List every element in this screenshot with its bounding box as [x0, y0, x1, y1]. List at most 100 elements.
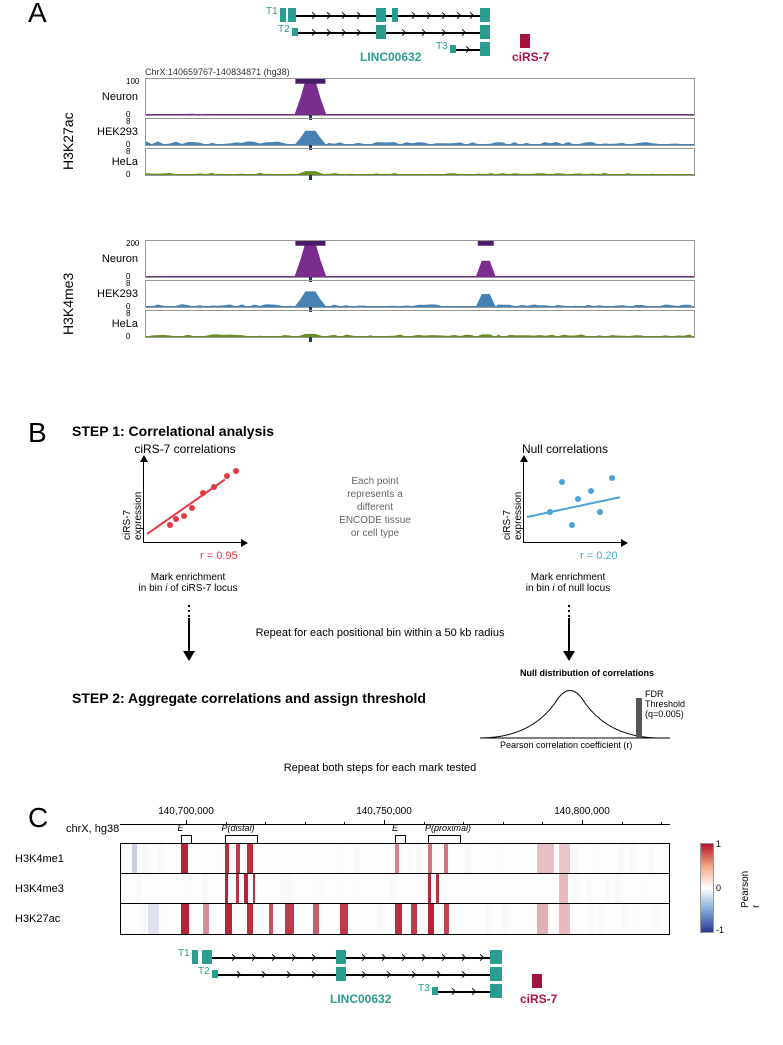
- h3k27ac-label: H3K27ac: [60, 112, 76, 170]
- r-left: r = 0.95: [200, 550, 238, 562]
- heat-cell: [253, 874, 256, 903]
- row-label-h3k4me3: H3K4me3: [15, 883, 64, 895]
- heat-cell: [559, 874, 567, 903]
- axis-tick-label: 140,750,000: [356, 806, 412, 817]
- coord-text: ChrX:140659767-140834871 (hg38): [145, 67, 290, 77]
- t1-label: T1: [266, 6, 278, 17]
- track-row: HeLa08: [145, 148, 695, 176]
- track-row-label: Neuron: [78, 91, 138, 103]
- exon: [480, 42, 490, 56]
- exon: [376, 25, 386, 39]
- axis-tick-label: 140,700,000: [158, 806, 214, 817]
- scatter-point: [233, 468, 239, 474]
- flow-arrow: [568, 618, 570, 653]
- heat-cell: [244, 874, 247, 903]
- track-row-label: HeLa: [78, 318, 138, 330]
- heat-cell: [559, 844, 570, 873]
- track-row-label: HEK293: [78, 126, 138, 138]
- scatter-left: ciRS-7 correlations ciRS-7expression Mar…: [110, 442, 260, 553]
- heat-cell: [203, 904, 208, 934]
- cirs-box: [520, 34, 530, 48]
- region-label: E: [392, 823, 398, 833]
- scatter-point: [569, 522, 575, 528]
- track-row-label: Neuron: [78, 253, 138, 265]
- track-row: HeLa08: [145, 310, 695, 338]
- exon: [280, 8, 286, 22]
- chrx-label: chrX, hg38: [66, 823, 119, 835]
- heat-cell: [411, 904, 416, 934]
- scatter-point: [597, 509, 603, 515]
- cbar-min: -1: [716, 925, 724, 935]
- heat-cell: [148, 904, 159, 934]
- null-distribution: Null distribution of correlations FDRThr…: [470, 668, 680, 758]
- scatter-point: [575, 496, 581, 502]
- scatter-point: [588, 488, 594, 494]
- linc-label-c: LINC00632: [330, 992, 391, 1006]
- scatter-right-title: Null correlations: [490, 442, 640, 456]
- heat-cell: [132, 844, 137, 873]
- ylab-left: ciRS-7expression: [122, 492, 144, 540]
- cbar-max: 1: [716, 839, 721, 849]
- xlab-right: Mark enrichmentin bin i of null locus: [508, 572, 628, 594]
- heat-cell: [428, 874, 431, 903]
- region-label: E: [178, 823, 184, 833]
- heat-row-h3k4me3: [121, 874, 669, 904]
- scatter-point: [167, 522, 173, 528]
- dots: [188, 605, 190, 617]
- gene-model-a: T1 T2 T3 LINC00632 ciRS-7: [280, 8, 580, 68]
- heat-cell: [395, 904, 402, 934]
- gene-model-c: T1 T2 T3 LINC00632 ciRS-7: [120, 950, 670, 1015]
- heat-cell: [428, 844, 432, 873]
- cirs-label: ciRS-7: [512, 50, 549, 64]
- null-xlab: Pearson correlation coefficient (r): [500, 740, 632, 750]
- null-title: Null distribution of correlations: [520, 668, 654, 678]
- heat-row-h3k27ac: [121, 904, 669, 934]
- heat-row-h3k4me1: [121, 844, 669, 874]
- exon: [480, 25, 490, 39]
- h3k27ac-tracks: ChrX:140659767-140834871 (hg38) Neuron01…: [145, 78, 695, 178]
- step2-label: STEP 2: Aggregate correlations and assig…: [72, 690, 426, 706]
- exon: [288, 8, 296, 22]
- colorbar: 1 0 -1 Pearson r: [700, 843, 714, 933]
- heat-cell: [247, 904, 252, 934]
- fdr-label: FDRThreshold(q=0.005): [645, 690, 685, 720]
- scatter-point: [189, 505, 195, 511]
- t3-label: T3: [436, 41, 448, 52]
- region-label: P(proximal): [425, 823, 471, 833]
- heatmap: [120, 843, 670, 935]
- xlab-left: Mark enrichmentin bin i of ciRS-7 locus: [128, 572, 248, 594]
- repeat-text: Repeat for each positional bin within a …: [220, 627, 540, 639]
- heat-cell: [247, 844, 252, 873]
- cbar-mid: 0: [716, 883, 721, 893]
- exon: [392, 8, 398, 22]
- cirs-label-c: ciRS-7: [520, 992, 557, 1006]
- h3k4me3-label: H3K4me3: [60, 273, 76, 335]
- region-label: P(distal): [222, 823, 255, 833]
- heat-cell: [340, 904, 348, 934]
- track-row: Neuron0200: [145, 240, 695, 278]
- heat-cell: [225, 844, 229, 873]
- heat-cell: [444, 904, 448, 934]
- heat-cell: [225, 874, 228, 903]
- scatter-point: [181, 513, 187, 519]
- heat-cell: [225, 904, 232, 934]
- heat-cell: [181, 904, 189, 934]
- t1-label-c: T1: [178, 948, 190, 959]
- heat-cell: [444, 844, 448, 873]
- heat-cell: [537, 844, 553, 873]
- t3-label-c: T3: [418, 983, 430, 994]
- cirs-box-c: [532, 974, 542, 988]
- heat-cell: [181, 844, 188, 873]
- exon: [480, 8, 490, 22]
- exon: [376, 8, 386, 22]
- scatter-right: Null correlations ciRS-7expression Mark …: [490, 442, 640, 553]
- panel-c-label: C: [28, 802, 48, 834]
- linc-label: LINC00632: [360, 50, 421, 64]
- flow-arrow: [188, 618, 190, 653]
- scatter-point: [609, 475, 615, 481]
- track-row-label: HeLa: [78, 156, 138, 168]
- panel-b-label: B: [28, 417, 47, 449]
- step1-label: STEP 1: Correlational analysis: [72, 423, 274, 439]
- row-label-h3k27ac: H3K27ac: [15, 913, 60, 925]
- track-row-label: HEK293: [78, 288, 138, 300]
